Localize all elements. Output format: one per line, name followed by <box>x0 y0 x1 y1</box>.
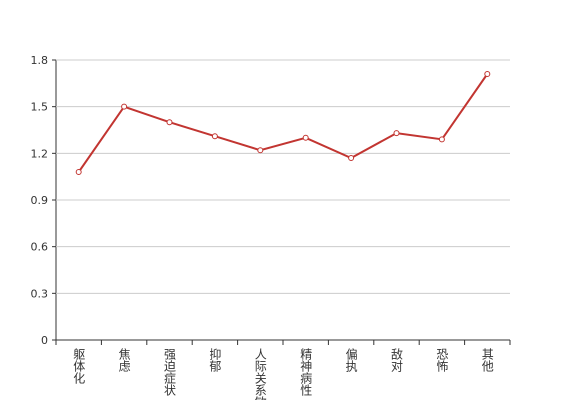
x-tick-label: 焦虑 <box>117 348 131 372</box>
y-tick-label: 0.9 <box>31 194 49 207</box>
x-tick-label: 偏执 <box>344 347 358 373</box>
y-tick-label: 1.8 <box>31 54 49 67</box>
point <box>211 133 218 140</box>
x-tick-label: 精神病性 <box>299 348 313 397</box>
point <box>121 103 128 110</box>
y-tick-label: 0.6 <box>31 241 49 254</box>
x-tick-label: 抑郁 <box>208 347 222 373</box>
line <box>77 73 489 173</box>
x-tick-label: 强迫症状 <box>163 348 177 396</box>
point <box>257 147 264 154</box>
x-tick-label: 恐怖 <box>435 348 449 372</box>
y-tick-label: 1.5 <box>31 101 49 114</box>
x-tick-label: 人际关系敏感 <box>253 348 267 400</box>
point <box>438 136 445 143</box>
point <box>348 155 355 161</box>
point <box>393 130 400 137</box>
y-tick-label: 0.3 <box>31 287 49 300</box>
point <box>166 119 173 126</box>
point <box>484 71 491 77</box>
point <box>75 169 82 175</box>
y-tick-label: 1.2 <box>31 147 49 160</box>
x-tick-label: 其他 <box>480 348 494 372</box>
y-tick-label: 0 <box>41 334 48 347</box>
x-tick-label: 敌对 <box>390 347 404 372</box>
x-tick-label: 躯体化 <box>72 347 86 385</box>
point <box>302 134 309 141</box>
